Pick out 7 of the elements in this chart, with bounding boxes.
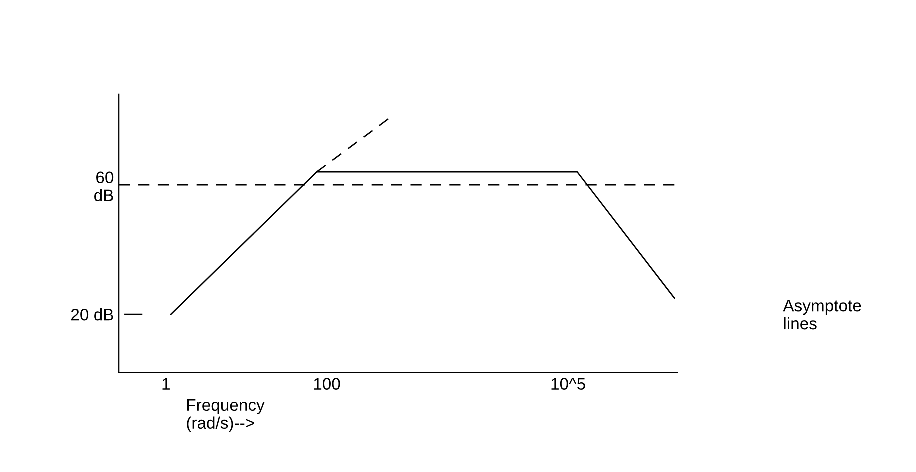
y-tick-label: 60 dB bbox=[94, 172, 114, 202]
x-tick-label: 1 bbox=[162, 378, 170, 390]
text: Asymptote lines bbox=[783, 300, 862, 330]
y-tick-label: 20 dB bbox=[72, 308, 114, 321]
x-axis-title: Frequency (rad/s)--> bbox=[187, 399, 265, 432]
x-tick-label: 10^5 bbox=[552, 378, 586, 390]
x-tick-label: 100 bbox=[314, 378, 340, 390]
